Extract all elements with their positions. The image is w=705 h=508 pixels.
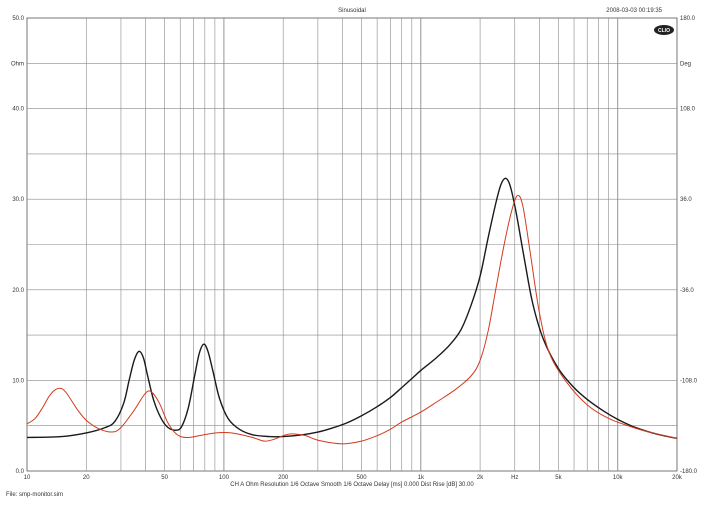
- impedance-curve-red: [26, 194, 678, 445]
- file-name: File: smp-monitor.sim: [6, 492, 64, 498]
- x-tick-label: 100: [219, 475, 230, 481]
- y2-tick-label: -180.0: [680, 469, 698, 475]
- clio-logo: CLIO: [654, 25, 674, 35]
- x-tick-label: 2k: [477, 475, 484, 481]
- x-tick-label: 5k: [555, 475, 562, 481]
- x-tick-label: 200: [278, 475, 289, 481]
- y-tick-label: 10.0: [12, 378, 24, 384]
- y2-tick-label: -108.0: [680, 378, 698, 384]
- y-tick-label: 40.0: [12, 107, 24, 113]
- y2-tick-label: -36.0: [680, 288, 694, 294]
- timestamp: 2008-03-03 00:19:35: [606, 8, 662, 14]
- tick-labels: 10 20 50 100 200 500 1k 2k Hz 5k 10k 20k 50.0 Ohm 40.0…: [11, 16, 698, 481]
- y2-tick-label: Deg: [680, 61, 691, 67]
- grid-lines: [27, 18, 677, 471]
- y2-tick-label: 36.0: [680, 197, 692, 203]
- impedance-curve-black: [26, 177, 678, 440]
- y2-tick-label: 180.0: [680, 16, 696, 22]
- x-tick-label: Hz: [511, 475, 518, 481]
- x-tick-label: 50: [161, 475, 168, 481]
- chart-title: Sinusoidal: [338, 8, 366, 14]
- x-tick-label: 20: [83, 475, 90, 481]
- x-tick-label: 1k: [418, 475, 425, 481]
- y-tick-label: 50.0: [12, 16, 24, 22]
- y-tick-label: 0.0: [16, 469, 25, 475]
- y2-tick-label: 108.0: [680, 107, 696, 113]
- y-tick-label: 30.0: [12, 197, 24, 203]
- measurement-settings: CH A Ohm Resolution 1/6 Octave Smooth 1/…: [230, 482, 474, 488]
- x-tick-label: 20k: [672, 475, 683, 481]
- y-tick-label: Ohm: [11, 61, 24, 67]
- x-tick-label: 10: [24, 475, 31, 481]
- series-layer: [26, 177, 678, 445]
- svg-text:CLIO: CLIO: [658, 28, 670, 34]
- x-tick-label: 500: [357, 475, 368, 481]
- x-tick-label: 10k: [613, 475, 624, 481]
- y-tick-label: 20.0: [12, 288, 24, 294]
